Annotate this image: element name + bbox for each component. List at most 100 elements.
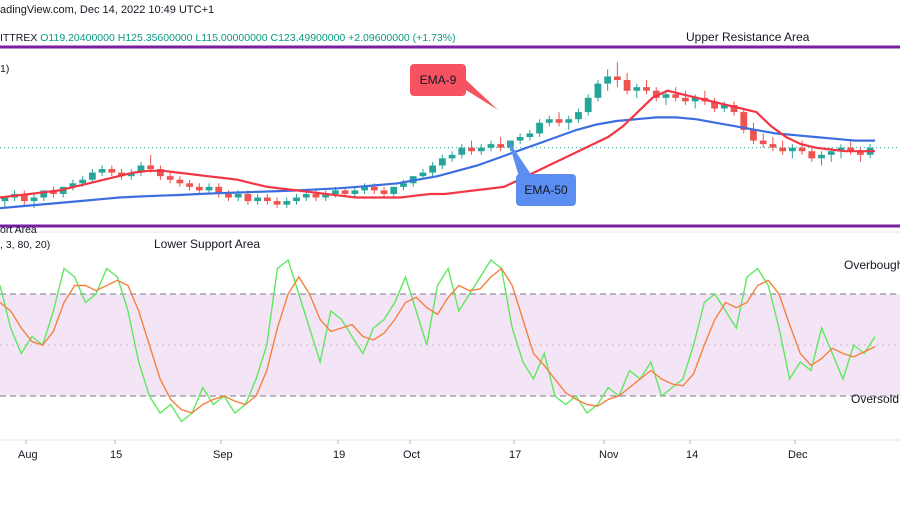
candle-body bbox=[380, 190, 388, 194]
lower-support-label: Lower Support Area bbox=[154, 237, 261, 251]
candle-body bbox=[312, 193, 320, 198]
candle-body bbox=[633, 87, 641, 91]
candle-body bbox=[516, 137, 524, 141]
ema9-callout-text: EMA-9 bbox=[419, 73, 457, 87]
stoch-d-line bbox=[0, 267, 876, 414]
candle-body bbox=[166, 176, 174, 180]
candle-body bbox=[847, 147, 855, 152]
candle-body bbox=[740, 112, 748, 130]
candle-body bbox=[759, 140, 767, 145]
ema9-callout-pointer bbox=[466, 80, 498, 110]
candle-body bbox=[594, 83, 602, 98]
candle-body bbox=[137, 165, 145, 173]
candle-body bbox=[244, 193, 252, 202]
candle-body bbox=[370, 186, 378, 191]
oversold-label: Oversold bbox=[851, 392, 900, 406]
candle-body bbox=[361, 186, 368, 191]
candle-body bbox=[302, 193, 310, 198]
stochastic-params-label: , 3, 80, 20) bbox=[0, 239, 51, 251]
candle-body bbox=[691, 97, 699, 102]
ema50-callout: EMA-50 bbox=[516, 174, 576, 206]
x-tick-label: Oct bbox=[403, 449, 421, 461]
candle-body bbox=[273, 201, 281, 205]
candle-body bbox=[682, 97, 689, 102]
candle-body bbox=[293, 197, 300, 202]
candle-body bbox=[429, 165, 437, 173]
candle-body bbox=[487, 144, 495, 148]
ema50-callout-pointer bbox=[508, 140, 532, 180]
candle-body bbox=[205, 186, 213, 191]
candle-body bbox=[769, 144, 777, 148]
ohlc-values: O119.20400000 H125.35600000 L115.0000000… bbox=[40, 32, 456, 44]
header-title: adingView.com, Dec 14, 2022 10:49 UTC+1 bbox=[0, 4, 215, 16]
candle-body bbox=[234, 193, 242, 198]
candle-body bbox=[837, 147, 845, 152]
candle-body bbox=[468, 147, 475, 152]
x-tick-label: Aug bbox=[18, 449, 38, 461]
candle-body bbox=[857, 151, 864, 155]
candle-body bbox=[176, 179, 184, 184]
candle-body bbox=[341, 190, 349, 194]
candle-body bbox=[195, 186, 203, 191]
x-tick-label: 19 bbox=[333, 449, 346, 461]
x-tick-label: 17 bbox=[509, 449, 522, 461]
candle-body bbox=[788, 147, 796, 152]
candle-body bbox=[254, 197, 262, 202]
candle-body bbox=[30, 197, 38, 202]
price-indicator-label: 1) bbox=[0, 63, 10, 75]
candle-body bbox=[565, 119, 573, 123]
x-tick-label: Dec bbox=[788, 449, 808, 461]
candle-body bbox=[720, 104, 728, 109]
candle-body bbox=[827, 151, 835, 155]
candle-body bbox=[643, 87, 650, 91]
upper-resistance-label: Upper Resistance Area bbox=[686, 30, 810, 44]
ema9-callout: EMA-9 bbox=[410, 64, 466, 96]
candle-body bbox=[332, 190, 339, 194]
candle-body bbox=[400, 183, 407, 187]
candle-body bbox=[448, 154, 456, 159]
candle-body bbox=[283, 201, 291, 205]
candle-body bbox=[40, 190, 48, 198]
ema50-callout-text: EMA-50 bbox=[524, 183, 568, 197]
candle-body bbox=[458, 147, 466, 155]
candle-body bbox=[779, 147, 787, 152]
candle-body bbox=[79, 179, 87, 184]
candle-body bbox=[20, 193, 28, 202]
candle-body bbox=[351, 190, 359, 194]
candle-body bbox=[808, 151, 816, 159]
x-tick-label: Sep bbox=[213, 449, 233, 461]
candle-body bbox=[88, 172, 96, 180]
candle-body bbox=[186, 183, 193, 187]
symbol-name: ITTREX bbox=[0, 32, 38, 44]
candle-body bbox=[390, 186, 398, 194]
support-area-label-cut: ort Area bbox=[0, 224, 37, 236]
candle-body bbox=[730, 104, 738, 113]
candle-body bbox=[263, 197, 271, 202]
candle-body bbox=[526, 133, 534, 137]
candle-body bbox=[711, 101, 718, 109]
candle-body bbox=[652, 90, 660, 98]
candle-body bbox=[536, 122, 543, 134]
ema9-line bbox=[0, 89, 875, 199]
candle-body bbox=[584, 97, 592, 113]
candle-body bbox=[225, 193, 232, 198]
candle-body bbox=[798, 147, 806, 152]
candle-body bbox=[672, 94, 680, 98]
candle-body bbox=[623, 80, 631, 91]
candle-body bbox=[555, 119, 563, 123]
candle-body bbox=[322, 193, 330, 198]
candle-body bbox=[127, 172, 135, 177]
candle-body bbox=[215, 186, 223, 194]
candle-body bbox=[477, 147, 485, 152]
candle-body bbox=[613, 76, 621, 81]
overbought-label: Overbough bbox=[844, 258, 900, 272]
candle-body bbox=[108, 169, 116, 173]
candle-body bbox=[438, 158, 446, 166]
candle-body bbox=[1, 197, 9, 202]
candle-body bbox=[545, 119, 553, 123]
candle-body bbox=[147, 165, 155, 170]
candle-body bbox=[662, 94, 670, 98]
ohlc-readout: ITTREX O119.20400000 H125.35600000 L115.… bbox=[0, 32, 456, 44]
